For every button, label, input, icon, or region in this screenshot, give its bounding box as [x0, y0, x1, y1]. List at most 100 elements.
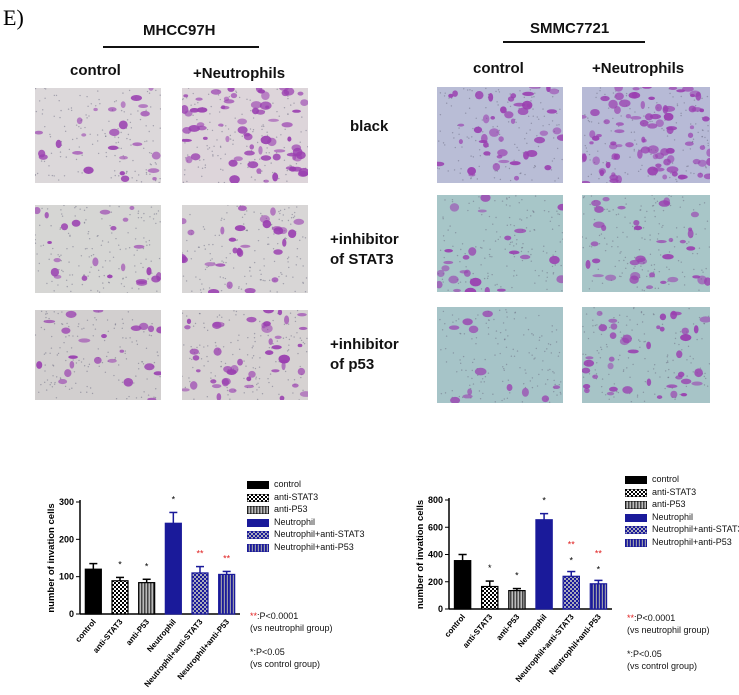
stained-cell	[662, 174, 668, 180]
stained-cell	[689, 90, 701, 98]
stained-cell	[675, 375, 683, 380]
stained-cell	[236, 247, 243, 256]
stained-cell	[609, 386, 618, 392]
stained-cell	[256, 168, 262, 174]
stained-cell	[130, 94, 143, 101]
stained-cell	[544, 164, 552, 171]
significance-marker: *	[172, 494, 176, 504]
stained-cell	[107, 145, 119, 151]
bar-Neutrophil+anti-STAT3	[191, 572, 209, 615]
stained-cell	[147, 168, 160, 173]
stained-cell	[642, 87, 652, 89]
significance-marker: **	[196, 549, 204, 559]
stained-cell	[697, 159, 707, 167]
stained-cell	[129, 205, 135, 210]
stained-cell	[477, 209, 487, 213]
stained-cell	[546, 109, 558, 114]
stained-cell	[237, 358, 243, 366]
stained-cell	[691, 381, 703, 386]
stained-cell	[228, 237, 237, 242]
stained-cell	[684, 141, 694, 146]
stained-cell	[670, 311, 682, 316]
y-tick-label: 200	[428, 577, 443, 587]
stained-cell	[204, 262, 216, 267]
left-cell-line-title: MHCC97H	[143, 22, 216, 39]
stained-cell	[58, 379, 68, 385]
stained-cell	[607, 362, 614, 370]
stained-cell	[546, 87, 551, 93]
stained-cell	[706, 148, 710, 157]
stained-cell	[596, 310, 603, 316]
stained-cell	[211, 384, 222, 389]
stained-cell	[189, 348, 199, 355]
stained-cell	[462, 255, 470, 260]
stained-cell	[140, 110, 150, 117]
stained-cell	[138, 104, 149, 109]
stained-cell	[83, 166, 94, 174]
stained-cell	[663, 105, 676, 112]
stained-cell	[539, 130, 549, 136]
stained-cell	[263, 179, 269, 183]
stained-cell	[646, 285, 654, 290]
stained-cell	[152, 176, 157, 181]
significance-marker: *	[542, 496, 546, 506]
stained-cell	[220, 105, 230, 110]
legend-swatch	[247, 518, 269, 527]
stained-cell	[189, 381, 198, 390]
stained-cell	[246, 316, 257, 323]
stained-cell	[496, 288, 506, 292]
stained-cell	[133, 244, 145, 249]
stained-cell	[272, 172, 279, 182]
stained-cell	[589, 130, 596, 139]
stained-cell	[552, 385, 561, 390]
significance-marker: *	[118, 559, 122, 569]
stained-cell	[277, 310, 283, 316]
stained-cell	[81, 275, 88, 281]
stained-cell	[123, 378, 134, 387]
stained-cell	[640, 146, 651, 154]
stained-cell	[38, 154, 48, 160]
stained-cell	[656, 240, 667, 244]
legend-swatch	[247, 481, 269, 489]
stained-cell	[647, 166, 659, 176]
stained-cell	[665, 147, 675, 154]
stained-cell	[482, 310, 493, 318]
stained-cell	[259, 215, 270, 224]
stained-cell	[646, 378, 652, 387]
stained-cell	[689, 125, 695, 130]
stained-cell	[109, 128, 120, 137]
stained-cell	[483, 151, 491, 156]
stained-cell	[223, 99, 235, 104]
stained-cell	[590, 241, 599, 247]
stained-cell	[293, 218, 305, 225]
bar-anti-P53	[508, 590, 526, 610]
stained-cell	[237, 205, 247, 211]
stained-cell	[36, 361, 43, 369]
stained-cell	[300, 99, 308, 106]
stained-cell	[699, 145, 706, 150]
stained-cell	[292, 154, 297, 161]
stained-cell	[93, 310, 104, 313]
stained-cell	[552, 127, 562, 135]
y-axis-label: number of invation cells	[415, 500, 426, 609]
stained-cell	[519, 254, 531, 260]
legend-label: Neutrophil+anti-P53	[274, 541, 354, 552]
stained-cell	[182, 218, 187, 225]
x-tick-label: anti-P53	[124, 617, 151, 647]
stained-cell	[484, 286, 490, 292]
footnote-double-text: :P<0.0001	[257, 611, 299, 621]
stained-cell	[71, 219, 81, 227]
stained-cell	[556, 275, 563, 284]
stained-cell	[192, 355, 200, 361]
stained-cell	[101, 334, 107, 339]
stained-cell	[291, 166, 302, 172]
footnote-right: **:P<0.0001 (vs neutrophil group) *:P<0.…	[627, 612, 710, 672]
invasion-micrograph	[182, 88, 308, 183]
stained-cell	[556, 134, 563, 141]
stained-cell	[227, 88, 235, 92]
stained-cell	[107, 358, 117, 363]
stained-cell	[146, 267, 152, 276]
invasion-micrograph	[582, 307, 710, 403]
bar-Neutrophil	[535, 519, 553, 610]
stained-cell	[287, 136, 292, 142]
